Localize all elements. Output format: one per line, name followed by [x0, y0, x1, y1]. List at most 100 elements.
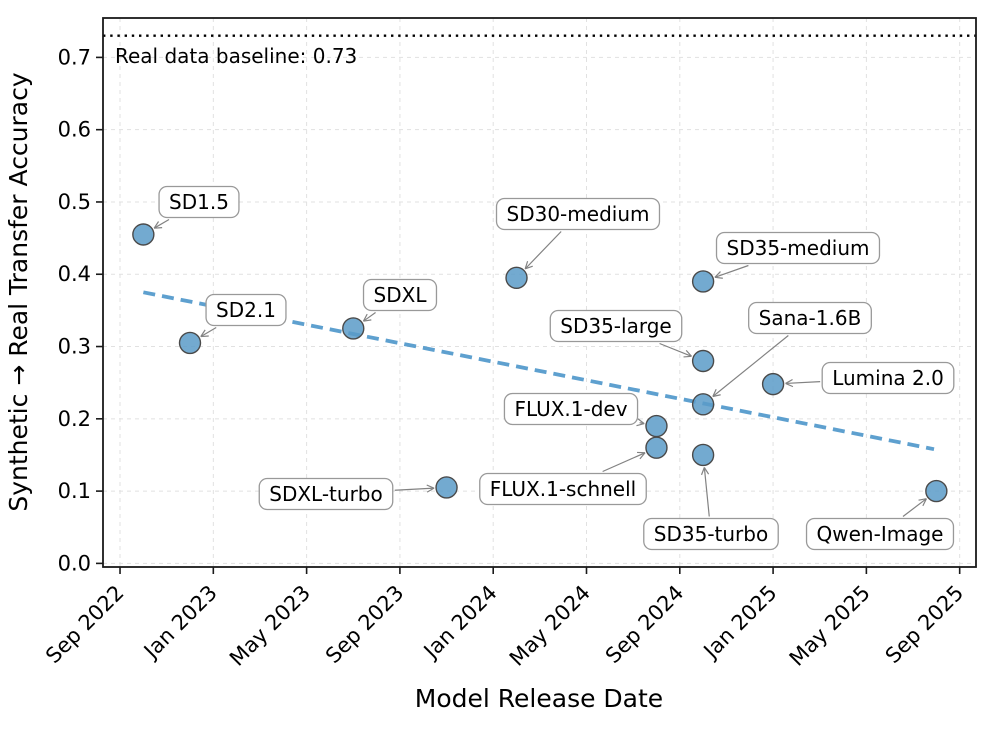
- baseline-annotation: Real data baseline: 0.73: [115, 44, 357, 68]
- callout-label: SDXL-turbo: [269, 482, 382, 506]
- x-tick-label: Jan 2023: [138, 581, 222, 665]
- data-point-FLUX.1-dev: [645, 414, 668, 438]
- x-tick-label: Sep 2023: [321, 581, 408, 668]
- callout-box: [503, 392, 639, 426]
- callout-arrowhead: [362, 313, 368, 322]
- callout-arrowhead: [714, 276, 723, 279]
- y-tick-label: 0.6: [58, 118, 91, 142]
- callout-Sana-1.6B: Sana-1.6B: [712, 301, 872, 398]
- callout-SDXL: SDXL: [362, 278, 438, 322]
- y-axis-title: Synthetic → Real Transfer Accuracy: [4, 72, 33, 512]
- callout-arrow: [703, 467, 710, 517]
- callout-arrow: [712, 335, 789, 397]
- callout-arrowhead: [636, 423, 645, 427]
- callout-arrowhead: [524, 265, 533, 270]
- callout-box: [362, 278, 438, 312]
- callout-arrowhead: [426, 487, 435, 493]
- callout-box: [821, 361, 955, 395]
- callout-arrowhead: [524, 261, 529, 270]
- callout-Lumina 2.0: Lumina 2.0: [785, 361, 955, 395]
- y-tick-label: 0.4: [58, 262, 91, 286]
- callout-arrow: [200, 326, 217, 338]
- callout-arrowhead: [918, 498, 927, 501]
- callout-arrowhead: [637, 418, 645, 425]
- y-tick-label: 0.3: [58, 335, 91, 359]
- x-tick-label: Jan 2024: [418, 581, 502, 665]
- callout-arrow: [785, 381, 821, 385]
- plot-border: [102, 17, 977, 568]
- grid-layer: [103, 18, 976, 567]
- data-point-Sana-1.6B: [691, 393, 715, 416]
- callout-box: [549, 309, 683, 343]
- callout-label: SD2.1: [216, 298, 276, 322]
- callout-label: SD35-turbo: [654, 522, 768, 546]
- callout-arrow: [153, 218, 170, 229]
- callout-label: SDXL: [374, 283, 428, 307]
- callout-arrowhead: [785, 382, 794, 388]
- callout-box: [715, 231, 881, 265]
- data-point-SD35-medium: [691, 270, 715, 293]
- data-point-SDXL: [342, 317, 365, 340]
- callout-arrow: [363, 312, 376, 322]
- callout-arrowhead: [714, 271, 721, 278]
- callout-arrowhead: [712, 388, 717, 397]
- data-point-SD2.1: [178, 331, 202, 355]
- callout-box: [495, 197, 661, 231]
- callout-arrow: [902, 498, 927, 517]
- callout-arrowhead: [200, 335, 209, 338]
- callout-SD35-turbo: SD35-turbo: [643, 467, 779, 551]
- x-tick-label: May 2025: [785, 581, 875, 671]
- callout-arrowhead: [200, 329, 206, 337]
- callout-box: [805, 517, 955, 551]
- y-tick-label: 0.7: [58, 45, 91, 69]
- x-tick-label: May 2024: [505, 581, 595, 671]
- callout-box: [748, 301, 872, 335]
- callout-box: [158, 185, 240, 219]
- callout-Qwen-Image: Qwen-Image: [805, 498, 955, 551]
- callout-arrow: [602, 452, 646, 473]
- callout-arrow: [394, 487, 435, 491]
- callout-label: Lumina 2.0: [832, 366, 944, 390]
- data-point-SDXL-turbo: [435, 476, 458, 499]
- x-tick-label: Sep 2022: [41, 581, 128, 668]
- callout-label: Sana-1.6B: [759, 306, 862, 330]
- x-tick-label: May 2023: [225, 581, 315, 671]
- callout-label: FLUX.1-dev: [514, 397, 627, 421]
- x-tick-label: Sep 2024: [601, 581, 688, 668]
- callout-label: SD30-medium: [507, 202, 650, 226]
- callout-box: [205, 293, 287, 327]
- x-tick-label: Sep 2025: [881, 581, 968, 668]
- callout-SD30-medium: SD30-medium: [495, 197, 661, 270]
- callout-arrowhead: [700, 467, 705, 476]
- callout-box: [258, 477, 394, 511]
- callout-arrowhead: [703, 467, 710, 475]
- callout-SD35-large: SD35-large: [549, 309, 692, 358]
- data-point-Lumina 2.0: [761, 372, 785, 396]
- callout-arrow: [714, 264, 749, 278]
- y-tick-label: 0.1: [58, 479, 91, 503]
- callout-FLUX.1-schnell: FLUX.1-schnell: [479, 451, 647, 506]
- y-tick-label: 0.2: [58, 407, 91, 431]
- callout-label: SD1.5: [169, 190, 229, 214]
- callout-arrow: [524, 231, 562, 270]
- data-layer: [132, 223, 948, 503]
- callout-arrow: [659, 342, 692, 357]
- callout-arrowhead: [922, 498, 927, 507]
- callout-label: SD35-large: [560, 314, 671, 338]
- callout-label: SD35-medium: [727, 236, 870, 260]
- callout-arrowhead: [639, 452, 646, 460]
- y-tick-label: 0.5: [58, 190, 91, 214]
- callout-box: [479, 472, 647, 506]
- annotation-layer: SD1.5 SD2.1 SDXL SDXL-turbo SD30-medium FLUX.…: [153, 185, 955, 551]
- callout-arrowhead: [785, 379, 793, 384]
- callout-SDXL-turbo: SDXL-turbo: [258, 477, 435, 511]
- data-point-SD1.5: [132, 223, 155, 246]
- x-axis-title: Model Release Date: [415, 684, 663, 713]
- callout-arrowhead: [683, 355, 692, 358]
- callout-arrowhead: [426, 484, 435, 489]
- data-point-SD30-medium: [505, 266, 528, 290]
- data-point-SD35-large: [691, 349, 715, 373]
- callout-SD2.1: SD2.1: [200, 293, 287, 338]
